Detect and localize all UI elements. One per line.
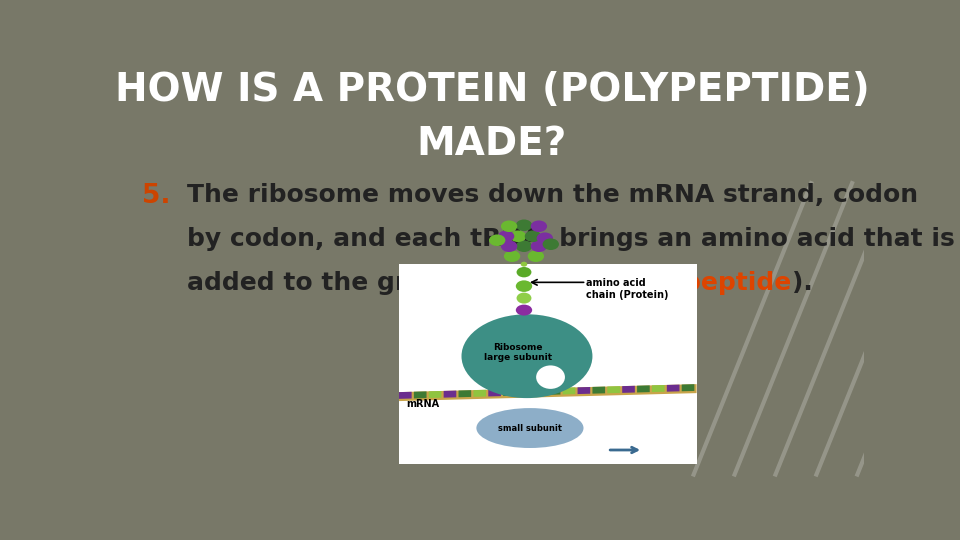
Polygon shape xyxy=(399,392,412,399)
Polygon shape xyxy=(399,384,697,401)
Ellipse shape xyxy=(462,314,592,398)
Polygon shape xyxy=(548,388,561,395)
Polygon shape xyxy=(682,384,694,392)
Bar xyxy=(399,265,697,464)
Ellipse shape xyxy=(528,251,544,262)
Ellipse shape xyxy=(516,293,532,303)
Ellipse shape xyxy=(531,240,547,252)
Text: by codon, and each tRNA  brings an amino acid that is: by codon, and each tRNA brings an amino … xyxy=(187,227,954,251)
Text: mRNA: mRNA xyxy=(406,399,440,409)
Ellipse shape xyxy=(501,240,517,252)
Polygon shape xyxy=(518,389,531,396)
Polygon shape xyxy=(444,390,456,397)
Polygon shape xyxy=(459,390,471,397)
Text: ).: ). xyxy=(792,271,813,295)
Ellipse shape xyxy=(531,220,547,232)
Ellipse shape xyxy=(516,280,532,292)
Polygon shape xyxy=(429,391,442,398)
Polygon shape xyxy=(608,386,620,393)
Ellipse shape xyxy=(536,366,564,389)
Text: HOW IS A PROTEIN (POLYPEPTIDE): HOW IS A PROTEIN (POLYPEPTIDE) xyxy=(114,71,870,109)
Ellipse shape xyxy=(537,232,553,244)
Text: added to the growing protein (: added to the growing protein ( xyxy=(187,271,624,295)
Polygon shape xyxy=(414,392,426,399)
Polygon shape xyxy=(652,385,664,392)
Ellipse shape xyxy=(476,408,584,448)
Text: Ribosome
large subunit: Ribosome large subunit xyxy=(484,342,552,362)
Ellipse shape xyxy=(520,262,527,267)
Polygon shape xyxy=(592,387,605,394)
Text: 5.: 5. xyxy=(142,183,171,210)
Text: small subunit: small subunit xyxy=(498,423,562,433)
Polygon shape xyxy=(473,390,486,397)
Text: amino acid
chain (Protein): amino acid chain (Protein) xyxy=(587,278,669,300)
Ellipse shape xyxy=(542,239,559,250)
Ellipse shape xyxy=(504,251,520,262)
Text: The ribosome moves down the mRNA strand, codon: The ribosome moves down the mRNA strand,… xyxy=(187,183,918,207)
Polygon shape xyxy=(578,387,590,394)
Ellipse shape xyxy=(489,234,505,246)
Polygon shape xyxy=(489,389,501,396)
Ellipse shape xyxy=(498,231,515,242)
Ellipse shape xyxy=(516,240,532,252)
Ellipse shape xyxy=(525,231,541,242)
Polygon shape xyxy=(622,386,635,393)
Text: MADE?: MADE? xyxy=(417,125,567,163)
Polygon shape xyxy=(667,384,680,391)
Ellipse shape xyxy=(501,220,517,232)
Polygon shape xyxy=(637,386,650,393)
Ellipse shape xyxy=(516,305,532,315)
Ellipse shape xyxy=(516,267,532,278)
Polygon shape xyxy=(533,388,545,395)
Polygon shape xyxy=(503,389,516,396)
Ellipse shape xyxy=(510,231,526,242)
Polygon shape xyxy=(563,387,575,394)
Text: polypeptide: polypeptide xyxy=(624,271,792,295)
Ellipse shape xyxy=(516,219,532,231)
